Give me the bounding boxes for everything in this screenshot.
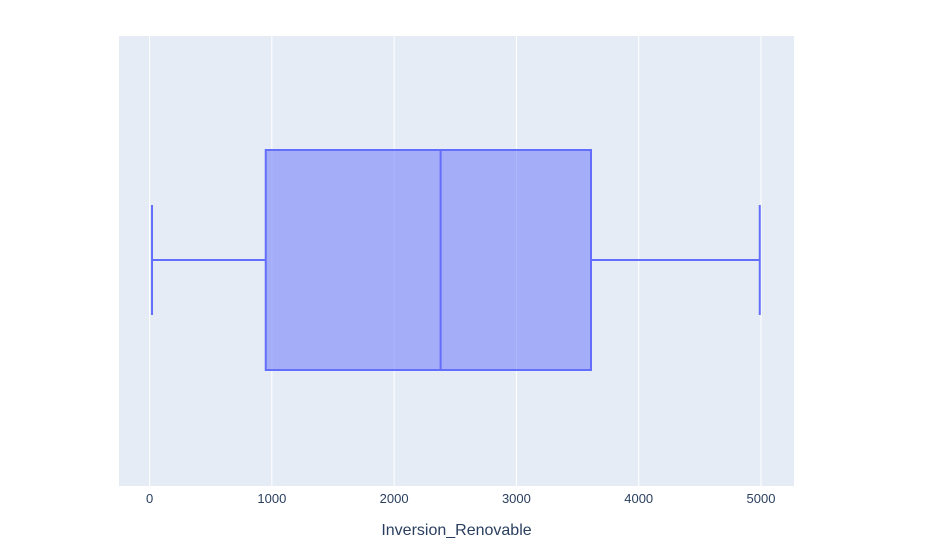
x-tick-label: 5000 bbox=[747, 491, 776, 506]
box-trace[interactable] bbox=[151, 149, 761, 371]
iqr-box bbox=[264, 149, 593, 371]
x-axis-title: Inversion_Renovable bbox=[381, 522, 531, 539]
x-tick-label: 0 bbox=[146, 491, 153, 506]
x-tick-label: 3000 bbox=[502, 491, 531, 506]
x-tick-label: 1000 bbox=[257, 491, 286, 506]
x-tick-label: 2000 bbox=[380, 491, 409, 506]
x-tick-labels: 0 1000 2000 3000 4000 5000 bbox=[146, 491, 775, 506]
x-tick-label: 4000 bbox=[624, 491, 653, 506]
